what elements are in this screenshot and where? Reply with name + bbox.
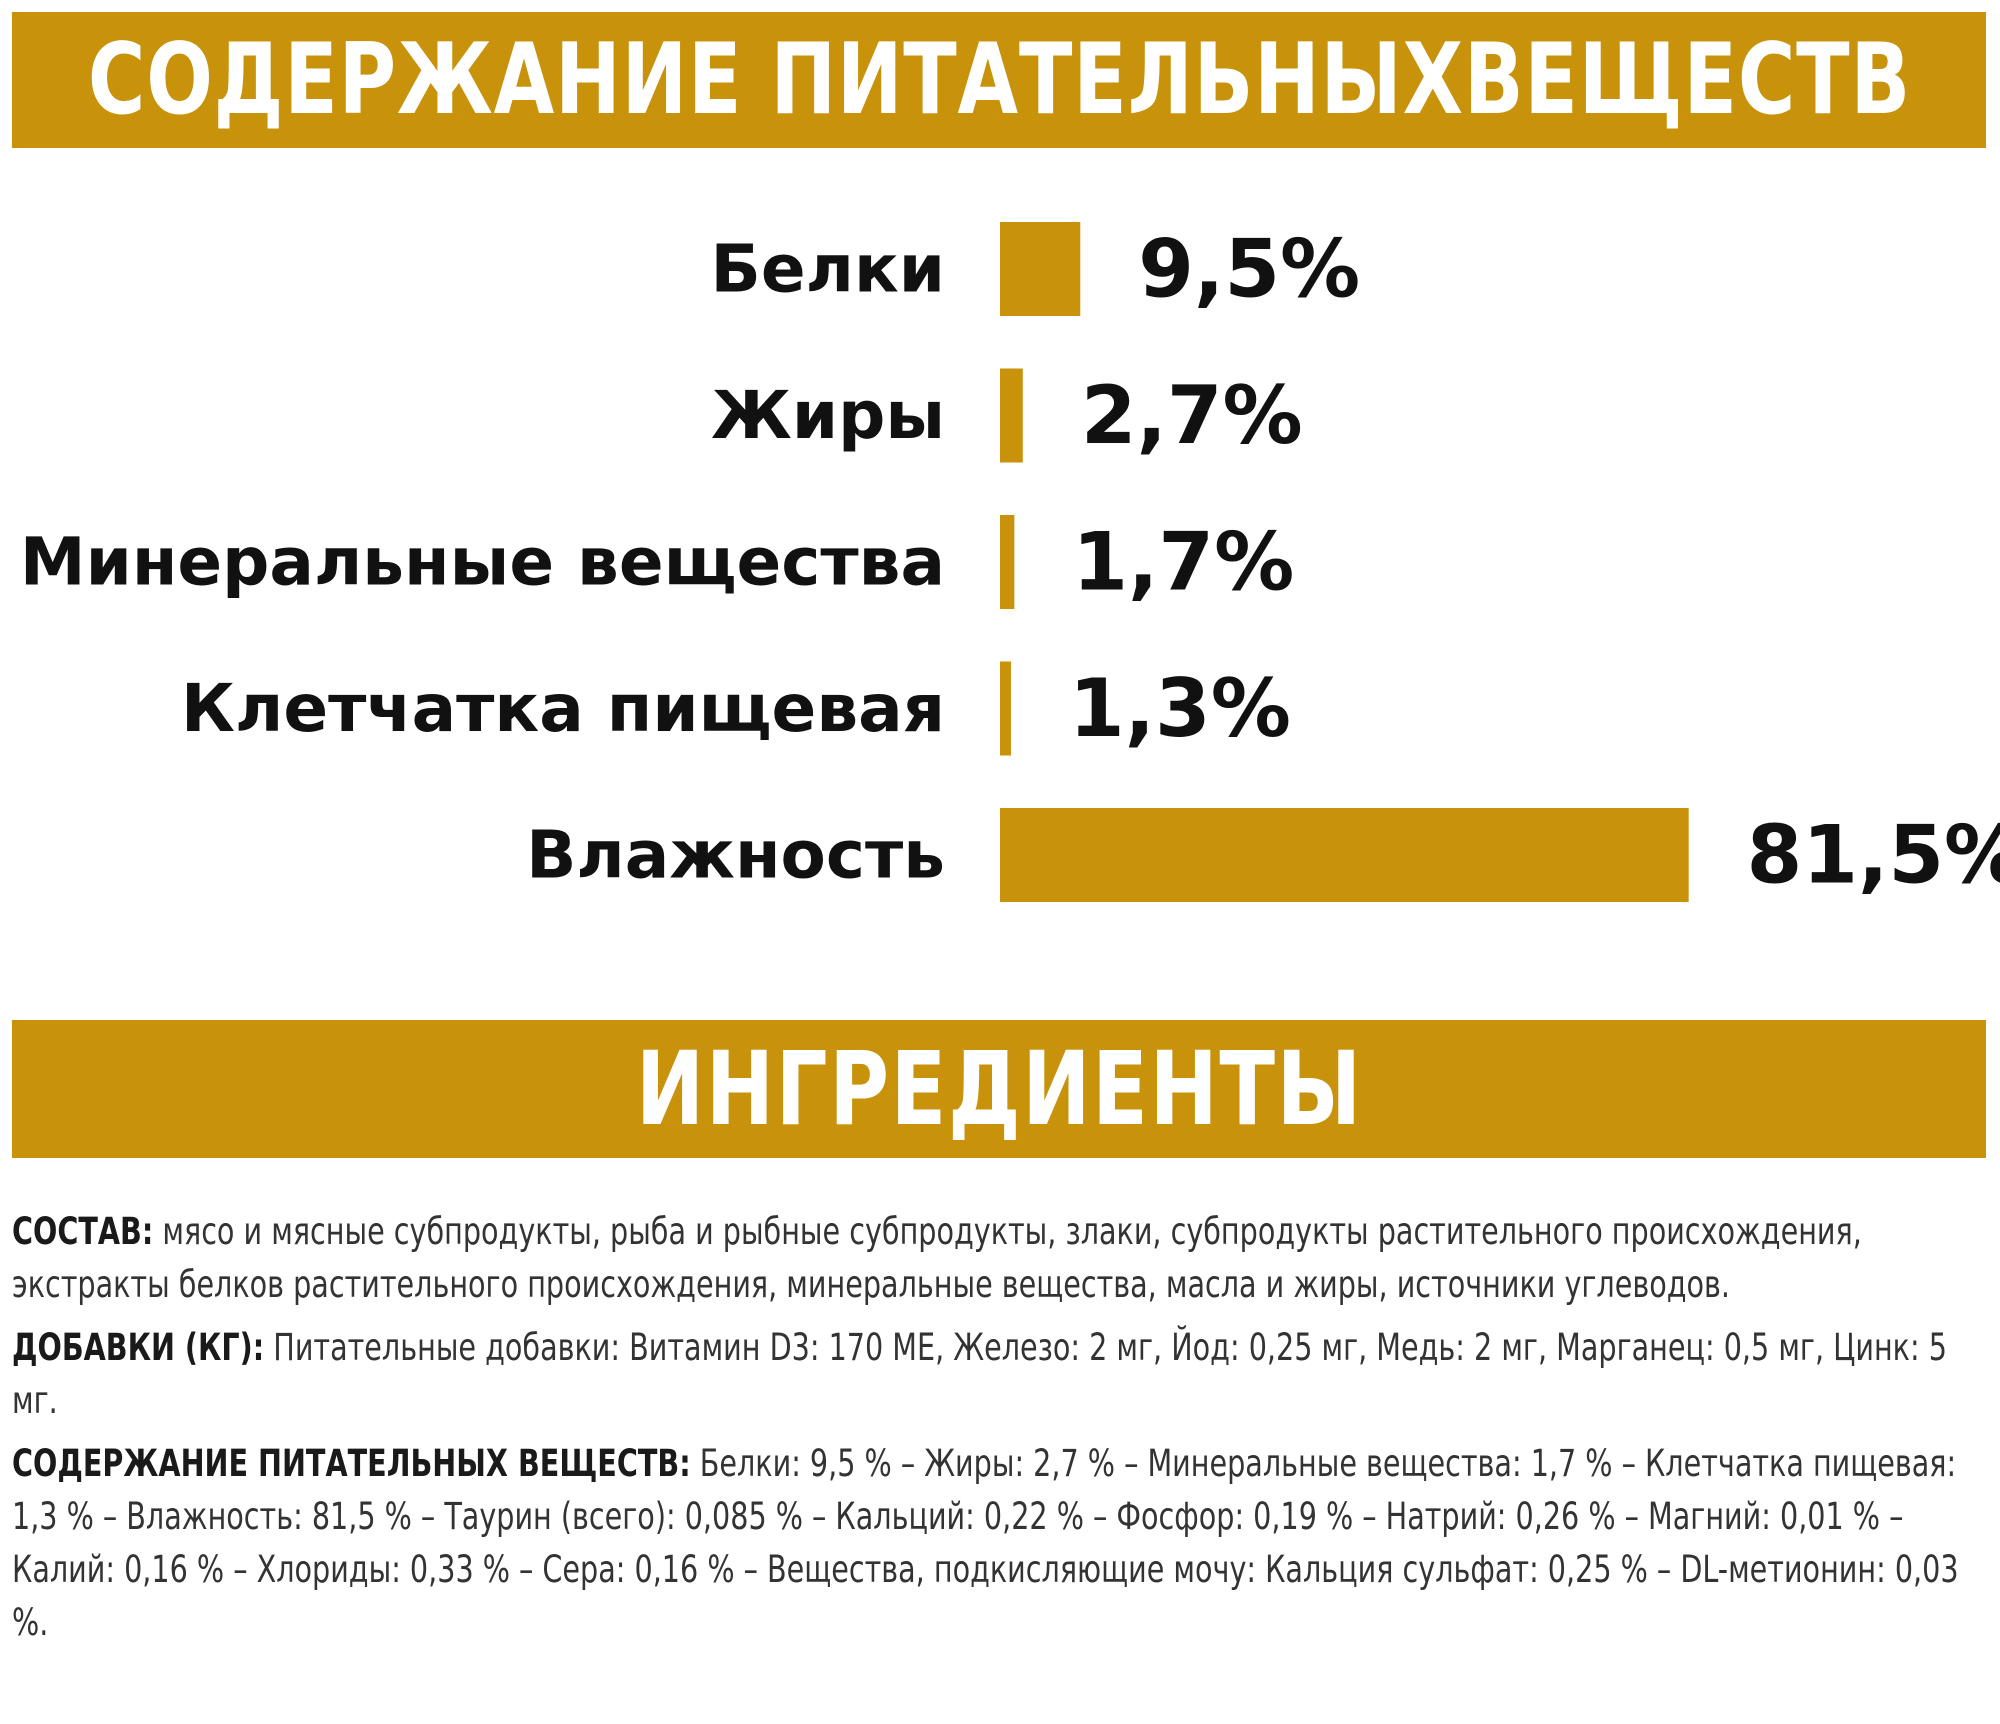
composition-label: СОСТАВ: <box>12 1210 154 1253</box>
category-label: Жиры <box>711 377 945 454</box>
nutrient-bar-chart: Белки 9,5% Жиры 2,7% Минеральные вещества 1,7… <box>20 222 2000 902</box>
value-label: 1,3% <box>1069 662 1291 755</box>
composition-text: мясо и мясные субпродукты, рыба и рыбные… <box>12 1210 1862 1306</box>
additives-paragraph: ДОБАВКИ (КГ): Питательные добавки: Витам… <box>12 1321 1973 1427</box>
nutrient-content-text: Белки: 9,5 % – Жиры: 2,7 % – Минеральные… <box>12 1442 1959 1644</box>
ingredients-header-band: ИНГРЕДИЕНТЫ <box>12 1020 1986 1158</box>
value-label: 1,7% <box>1072 516 1294 609</box>
nutrients-header-band: СОДЕРЖАНИЕ ПИТАТЕЛЬНЫХВЕЩЕСТВ <box>12 12 1986 148</box>
bar-белки <box>1000 222 1081 316</box>
category-label: Белки <box>711 231 945 308</box>
composition-paragraph: СОСТАВ: мясо и мясные субпродукты, рыба … <box>12 1205 1973 1311</box>
nutrients-header-title: СОДЕРЖАНИЕ ПИТАТЕЛЬНЫХВЕЩЕСТВ <box>87 23 1911 137</box>
category-label: Минеральные вещества <box>20 524 945 601</box>
value-label: 2,7% <box>1081 369 1303 462</box>
category-label: Клетчатка пищевая <box>181 670 945 747</box>
nutrient-content-label: СОДЕРЖАНИЕ ПИТАТЕЛЬНЫХ ВЕЩЕСТВ: <box>12 1442 691 1485</box>
ingredients-section: СОСТАВ: мясо и мясные субпродукты, рыба … <box>12 1205 1980 1659</box>
value-label: 81,5% <box>1747 809 2000 902</box>
bar-минеральные-вещества <box>1000 515 1015 609</box>
bar-жиры <box>1000 368 1023 463</box>
additives-label: ДОБАВКИ (КГ): <box>12 1326 265 1369</box>
bar-влажность <box>1000 808 1689 902</box>
category-label: Влажность <box>526 817 945 894</box>
nutrient-content-paragraph: СОДЕРЖАНИЕ ПИТАТЕЛЬНЫХ ВЕЩЕСТВ: Белки: 9… <box>12 1437 1973 1649</box>
bar-клетчатка-пищевая <box>1000 661 1011 756</box>
value-label: 9,5% <box>1138 223 1360 316</box>
additives-text: Питательные добавки: Витамин D3: 170 МЕ,… <box>12 1326 1947 1422</box>
ingredients-header-title: ИНГРЕДИЕНТЫ <box>635 1029 1363 1149</box>
